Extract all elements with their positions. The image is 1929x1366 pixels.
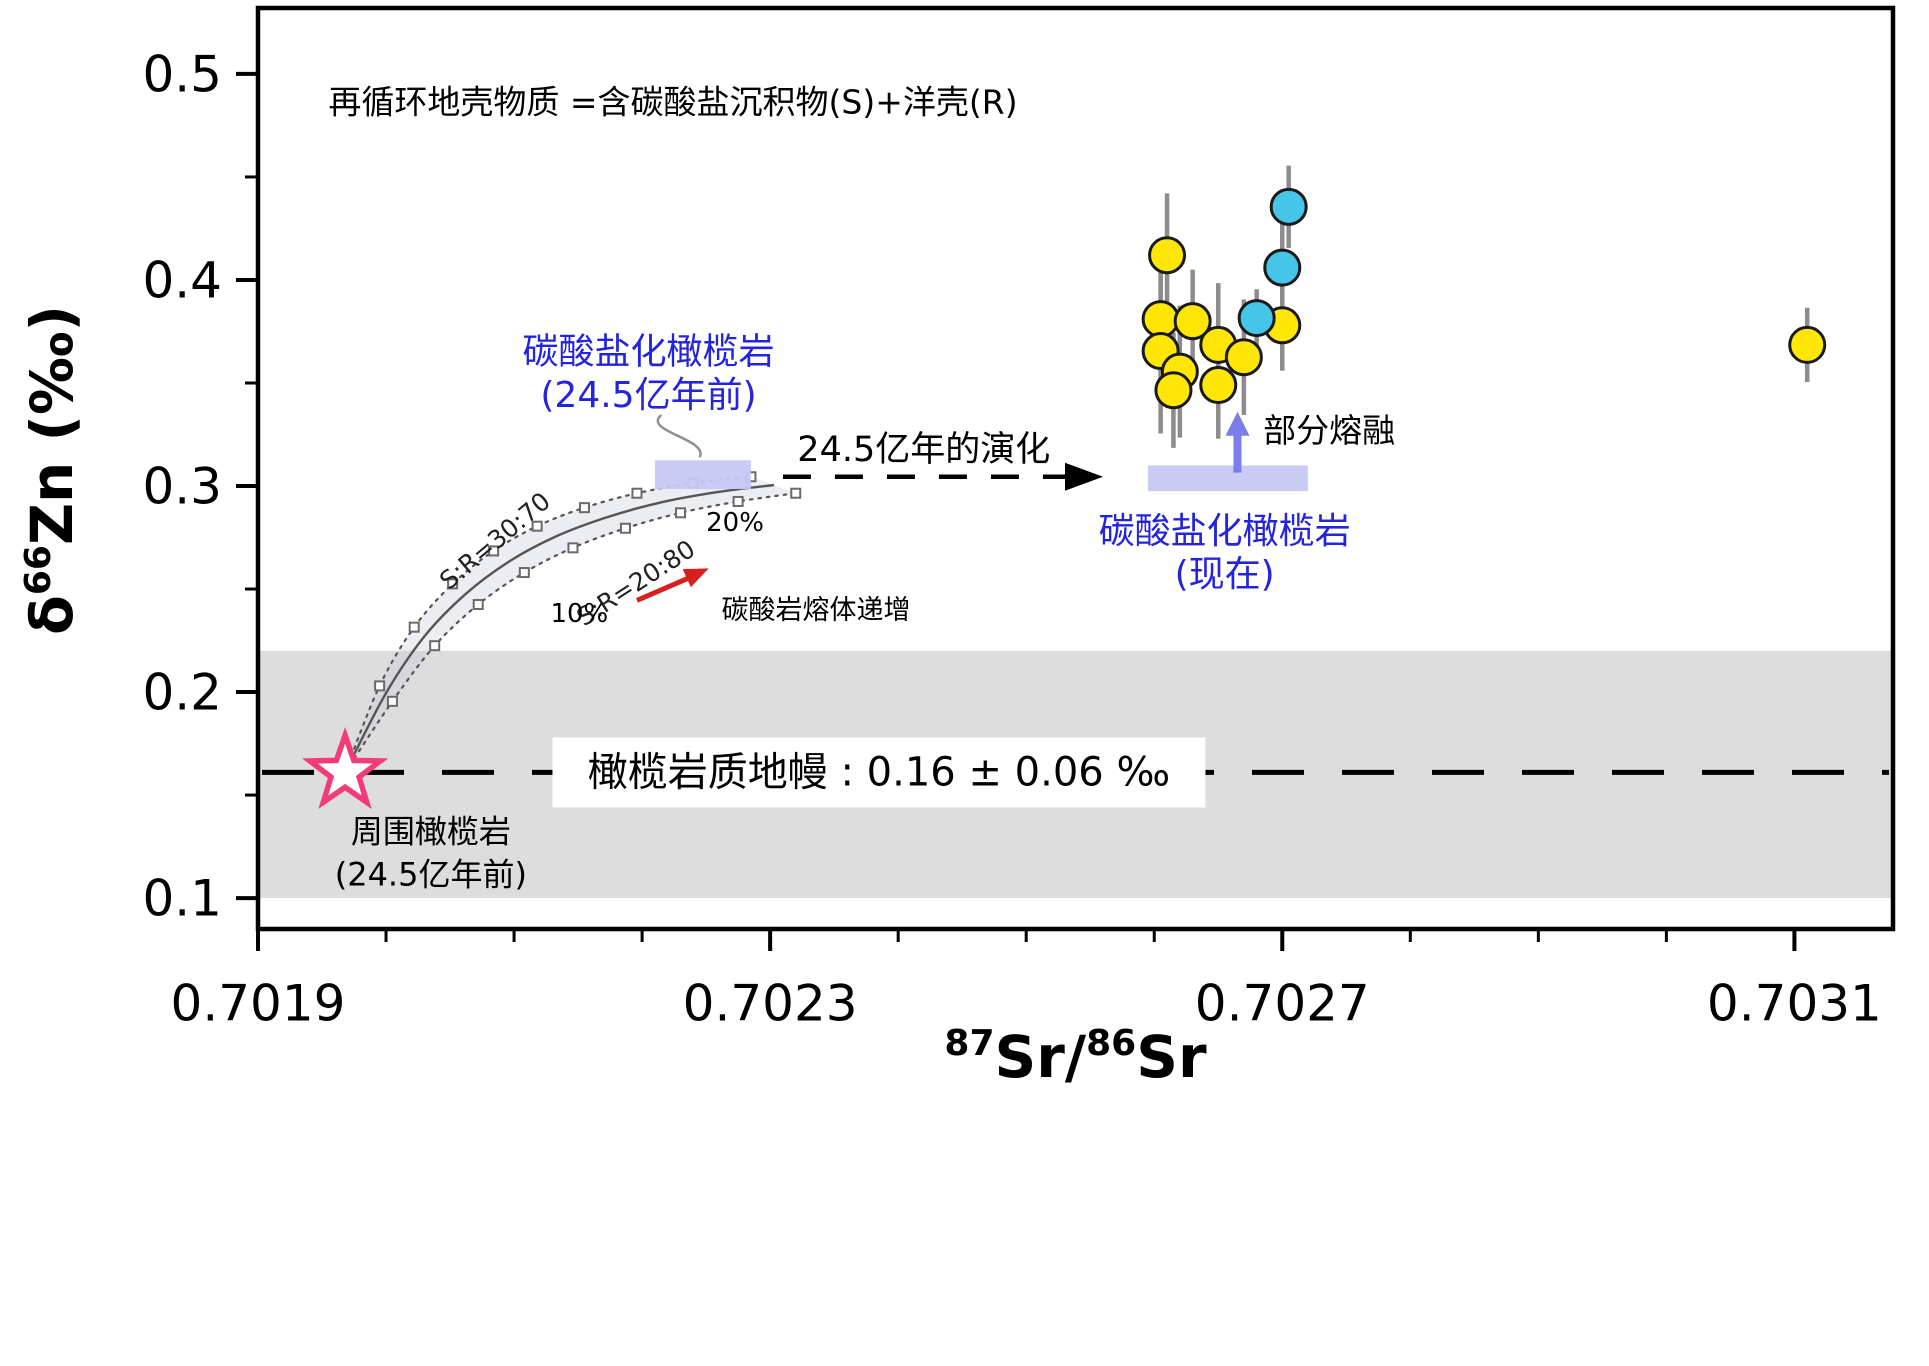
mixing-step-marker — [675, 507, 687, 519]
label-carbonated-peridotite-now-line1: 碳酸盐化橄榄岩 — [1099, 511, 1351, 552]
mixing-curve-lower — [344, 492, 797, 774]
evolution-label: 24.5亿年的演化 — [797, 430, 1050, 470]
pct-20-label: 20% — [706, 508, 764, 538]
x-tick-label: 0.7019 — [171, 975, 346, 1033]
star-label-line1: 周围橄榄岩 — [351, 812, 511, 850]
mixing-step-marker — [374, 680, 386, 692]
data-point-carbonated-peridotite-samples-yellow — [1173, 302, 1212, 341]
data-point-carbonated-peridotite-samples-yellow — [1199, 366, 1238, 405]
mantle-mean-label: 橄榄岩质地幔 : 0.16 ± 0.06 ‰ — [588, 749, 1170, 795]
recycled-crust-annotation: 再循环地壳物质 =含碳酸盐沉积物(S)+洋壳(R) — [328, 82, 1017, 121]
evolution-arrowhead-icon — [1065, 462, 1103, 491]
carbonatite-melt-arrow — [635, 573, 696, 603]
label-connector-line — [656, 413, 702, 458]
mixing-step-marker — [429, 640, 441, 652]
mixing-step-marker — [531, 520, 543, 532]
x-tick-label: 0.7027 — [1195, 975, 1370, 1033]
carbonated-peridotite-rect-past — [654, 460, 751, 490]
y-tick-label: 0.3 — [142, 458, 222, 516]
partial-melting-label: 部分熔融 — [1263, 411, 1395, 450]
carbonated-peridotite-rect-now — [1147, 465, 1308, 492]
pct-10-label: 10% — [550, 599, 608, 629]
plot-frame — [255, 5, 1896, 932]
surrounding-peridotite-star — [301, 727, 389, 810]
mixing-step-marker — [578, 502, 590, 514]
label-carbonated-peridotite-past-line1: 碳酸盐化橄榄岩 — [522, 332, 774, 373]
data-point-carbonated-peridotite-samples-yellow — [1224, 338, 1263, 377]
mixing-step-marker — [386, 695, 398, 707]
y-axis-title: δ66Zn (‰) — [18, 305, 86, 635]
mantle-label-box — [552, 737, 1206, 808]
x-tick-label: 0.7023 — [683, 975, 858, 1033]
mixing-step-marker — [567, 542, 579, 554]
data-point-carbonated-peridotite-samples-yellow — [1141, 300, 1180, 339]
y-tick-label: 0.2 — [142, 664, 222, 722]
y-tick-label: 0.1 — [142, 870, 222, 928]
data-point-carbonated-peridotite-samples-yellow — [1154, 371, 1193, 410]
label-carbonated-peridotite-past-line2: (24.5亿年前) — [540, 375, 756, 416]
data-point-carbonated-peridotite-samples-cyan — [1263, 248, 1302, 287]
mixing-step-marker — [447, 578, 459, 590]
partial-melting-arrowhead-icon — [1225, 411, 1250, 436]
data-point-carbonated-peridotite-samples-cyan — [1269, 187, 1308, 226]
carbonatite-melt-label: 碳酸岩熔体递增 — [721, 595, 910, 626]
mixing-step-marker — [732, 495, 744, 507]
data-point-carbonated-peridotite-samples-yellow — [1788, 325, 1827, 364]
star-label-line2: (24.5亿年前) — [335, 856, 527, 894]
data-point-carbonated-peridotite-samples-cyan — [1237, 299, 1276, 338]
y-tick-label: 0.5 — [142, 45, 222, 103]
mixing-step-marker — [631, 487, 643, 499]
mixing-curve-mid — [344, 483, 775, 773]
data-point-carbonated-peridotite-samples-yellow — [1148, 236, 1187, 275]
label-carbonated-peridotite-now-line2: (现在) — [1175, 554, 1275, 595]
mixing-step-marker — [518, 567, 530, 579]
mixing-step-marker — [472, 598, 484, 610]
mixing-step-marker — [488, 545, 500, 557]
mixing-step-marker — [619, 522, 631, 534]
x-tick-label: 0.7031 — [1707, 975, 1882, 1033]
mixing-step-marker — [408, 621, 420, 633]
carbonatite-melt-arrowhead-icon — [682, 568, 709, 588]
y-tick-label: 0.4 — [142, 251, 222, 309]
mixing-step-marker — [790, 487, 802, 499]
x-axis-title: 87Sr/86Sr — [944, 1023, 1207, 1091]
